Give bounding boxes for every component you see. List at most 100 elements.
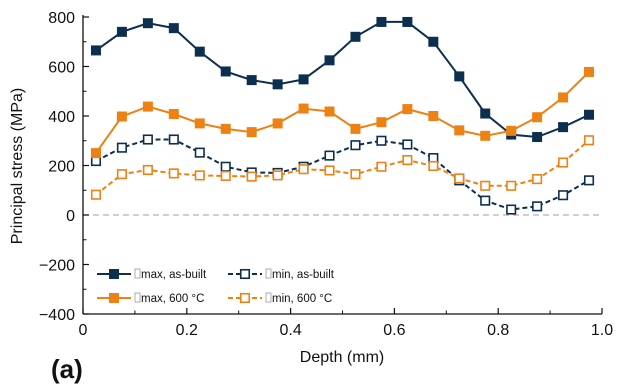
legend-marker [239,292,251,304]
data-point [246,171,257,182]
data-point [428,111,439,121]
data-point [506,125,517,136]
data-point [558,122,569,133]
data-point [584,109,595,120]
data-point [428,160,439,172]
data-point [558,157,569,168]
data-point [532,174,543,185]
data-point [142,101,153,112]
data-point [220,170,231,181]
data-point [376,135,387,146]
data-point [142,18,153,29]
y-tick-label: 800 [48,10,75,27]
y-tick-label: −400 [39,307,75,324]
legend-marker [109,269,119,279]
data-point [90,148,101,159]
data-point [428,36,439,47]
series-max-600-c [90,66,595,159]
y-tick-label: 200 [48,159,75,176]
data-point [220,123,231,134]
data-point [194,118,205,129]
legend-label: min, 600 °C [272,293,332,305]
legend-marker [109,293,119,303]
series-min-600-c [90,135,595,200]
data-point [583,135,595,146]
series-min-as-built [90,134,595,215]
data-point [584,66,595,77]
data-point [298,103,309,114]
data-point [480,130,491,141]
legend-glyph-box [134,292,141,303]
legend-label: max, as-built [141,269,207,281]
legend-label: min, as-built [272,269,335,281]
data-point [532,112,543,123]
data-point [506,204,517,215]
data-point [90,189,102,200]
y-tick-label: 400 [48,109,75,126]
x-tick-label: 0 [79,322,88,339]
data-point [402,104,413,115]
data-point [350,123,361,134]
series-max-as-built [90,16,595,143]
data-point [220,66,231,77]
data-point [583,175,595,186]
data-point [168,23,179,34]
x-tick-label: 0.2 [176,322,198,339]
x-axis-label: Depth (mm) [300,349,384,366]
data-point [272,170,283,181]
data-point [376,16,387,27]
data-point [142,134,153,145]
data-point [142,164,153,176]
data-point [376,117,387,128]
data-point [324,165,335,176]
data-point [116,111,127,122]
data-point [168,134,179,145]
data-point [480,108,491,119]
data-point [194,46,205,57]
data-point [194,170,205,181]
data-point [116,142,127,153]
data-point [168,168,179,179]
legend-entry: max, as-built [97,268,207,281]
data-point [532,132,543,143]
y-tick-label: −200 [39,258,75,275]
data-point [246,75,257,86]
legend-glyph-box [265,268,272,279]
data-point [324,106,335,117]
data-point [454,71,465,82]
data-series [90,16,595,215]
data-point [506,180,517,191]
data-point [558,92,569,103]
data-point [116,26,127,37]
data-point [272,118,283,129]
legend-entry: min, 600 °C [228,292,332,305]
data-point [168,109,179,120]
x-tick-label: 0.6 [383,322,405,339]
panel-label: (a) [51,354,83,384]
legend-glyph-box [265,292,272,303]
y-tick-label: 0 [66,208,75,225]
y-axis-label: Principal stress (MPa) [9,88,26,244]
tick-marks [82,16,603,315]
data-point [246,127,257,138]
data-point [402,155,413,166]
legend-glyph-box [134,268,141,279]
tick-labels: 0 0.2 0.4 0.6 0.8 1.0 −400 −200 0 200 400 600 800 [39,10,613,339]
x-tick-label: 0.8 [487,322,509,339]
data-point [324,150,335,161]
data-point [558,190,569,201]
x-tick-label: 1.0 [591,322,613,339]
data-point [350,140,361,151]
legend-marker [239,268,251,280]
legend-entry: min, as-built [228,268,335,281]
data-point [90,45,101,56]
data-point [350,31,361,42]
data-point [298,74,309,85]
data-point [480,180,491,191]
data-point [480,195,491,206]
data-point [454,125,465,136]
data-point [220,161,231,172]
y-tick-label: 600 [48,60,75,77]
data-point [402,139,413,150]
